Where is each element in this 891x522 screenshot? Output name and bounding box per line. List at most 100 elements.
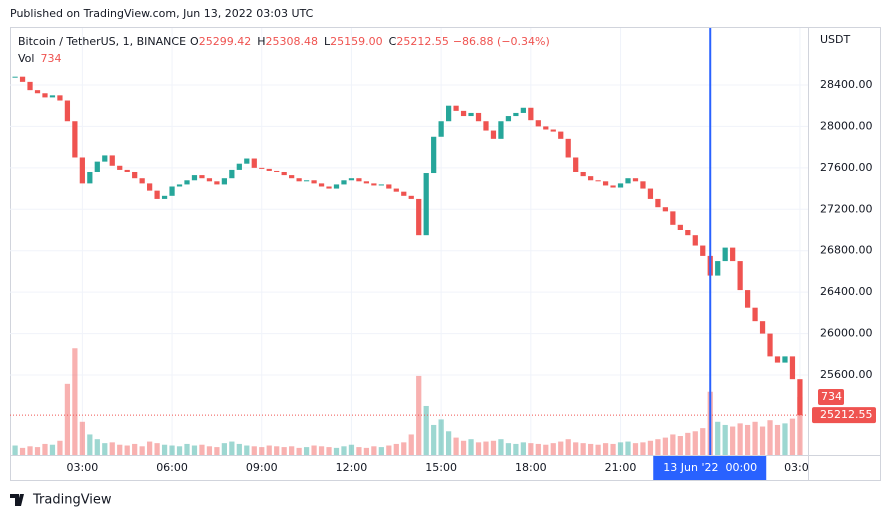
volume-bar	[333, 447, 340, 455]
candle	[767, 333, 773, 357]
volume-bar	[453, 437, 459, 455]
candle	[281, 171, 287, 176]
volume-bar	[759, 426, 766, 455]
volume-bar	[19, 447, 26, 455]
volume-bar	[214, 447, 220, 455]
volume-bar	[318, 446, 325, 455]
x-axis: 03:00 06:00 09:00 12:00 15:00 18:00 21:00 03:00	[67, 461, 816, 474]
candle	[259, 167, 265, 169]
volume-bar	[797, 396, 803, 455]
candle	[132, 171, 138, 179]
volume-bar	[408, 434, 414, 455]
volume-bar	[34, 447, 41, 455]
candle	[528, 107, 534, 121]
volume-bar	[595, 444, 601, 455]
volume-bar	[401, 442, 407, 455]
candle	[19, 76, 26, 82]
candle	[423, 173, 429, 236]
x-tick-label: 21:00	[605, 461, 637, 474]
candle	[774, 356, 781, 363]
volume-bar	[124, 445, 130, 455]
crosshair-tag	[653, 456, 767, 480]
ohlc-value: 25299.42	[199, 35, 252, 48]
volume-bar	[102, 443, 108, 455]
volume-bar	[199, 444, 205, 455]
volume-last: 734	[40, 52, 61, 65]
candle	[610, 185, 616, 188]
candle	[602, 181, 609, 186]
candle	[483, 121, 489, 131]
volume-bar	[341, 446, 347, 455]
candle	[692, 235, 698, 246]
volume-bar	[259, 447, 265, 455]
candle	[685, 230, 691, 236]
candle	[677, 224, 683, 231]
volume-bar	[49, 444, 56, 455]
y-tick-label: 28400.00	[820, 78, 873, 91]
volume-bar	[662, 437, 668, 455]
volume-bar	[117, 444, 123, 455]
volume-bar	[558, 441, 564, 455]
candle	[386, 184, 392, 189]
ohlc-value: 25159.00	[330, 35, 383, 48]
candle	[632, 178, 639, 182]
candle	[700, 245, 706, 256]
ohlc-label: H	[257, 35, 265, 48]
candle	[79, 157, 85, 184]
y-tick-label: 28000.00	[820, 119, 873, 132]
volume-bar	[789, 418, 796, 455]
volume-bar	[363, 447, 370, 455]
candle	[580, 171, 586, 177]
volume-bar	[767, 420, 773, 455]
volume-bar	[640, 442, 646, 455]
candle	[117, 165, 123, 170]
x-tick-label: 03:00	[784, 461, 816, 474]
candle	[520, 107, 526, 113]
ohlc-value: 25212.55	[396, 35, 449, 48]
volume-bar	[692, 431, 698, 455]
volume-bar	[281, 447, 287, 455]
volume-bar	[610, 443, 616, 455]
volume-bar	[438, 419, 444, 455]
volume-tag	[818, 388, 844, 405]
volume-bar	[655, 439, 661, 455]
volume-bar	[744, 424, 751, 455]
candle	[289, 175, 295, 179]
volume-bar	[296, 447, 302, 455]
volume-bar	[715, 421, 721, 455]
candle	[416, 198, 422, 236]
volume-bar	[139, 446, 145, 455]
volume-bar	[580, 443, 586, 455]
candle	[266, 168, 272, 171]
candle	[490, 130, 497, 139]
volume-bar	[737, 423, 743, 455]
ohlc-label: C	[389, 35, 397, 48]
ohlc-label: O	[190, 35, 199, 48]
candle	[221, 178, 227, 185]
volume-legend: Vol 734	[18, 52, 61, 65]
candle	[535, 120, 541, 127]
candle	[363, 181, 370, 184]
volume-bar	[79, 421, 85, 455]
candle	[87, 171, 93, 184]
candle	[109, 155, 115, 166]
y-tick-label: 26000.00	[820, 327, 873, 340]
volume-bar	[132, 443, 138, 455]
volume-bar	[423, 405, 429, 455]
volume-bar	[236, 443, 242, 455]
candle	[102, 155, 108, 162]
volume-bar	[311, 445, 317, 455]
volume-bar	[191, 445, 198, 455]
volume-tag-text: 734	[821, 390, 842, 403]
candle	[782, 356, 788, 363]
candle	[378, 184, 384, 186]
ohlc-value: 25308.48	[266, 35, 319, 48]
volume-bar	[445, 431, 452, 455]
candle	[184, 180, 190, 185]
candle	[147, 183, 153, 191]
footer-brand: TradingView	[32, 493, 112, 508]
candle	[744, 290, 751, 308]
y-tick-label: 26400.00	[820, 285, 873, 298]
candle	[662, 207, 668, 212]
candle	[730, 247, 736, 262]
